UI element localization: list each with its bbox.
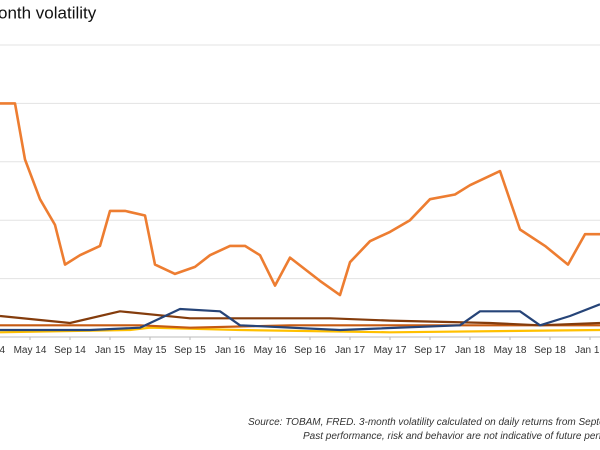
x-tick-label: May 15 bbox=[134, 345, 167, 356]
x-tick-label: Sep 14 bbox=[54, 345, 86, 356]
source: Past performance, risk and behavior are … bbox=[303, 431, 600, 442]
series-line bbox=[0, 102, 600, 297]
x-tick-label: Jan 14 bbox=[0, 345, 5, 356]
x-tick-label: Jan 16 bbox=[215, 345, 245, 356]
x-tick-label: May 17 bbox=[374, 345, 407, 356]
x-tick-label: Sep 18 bbox=[534, 345, 566, 356]
series-line bbox=[0, 326, 600, 334]
x-tick-label: May 18 bbox=[494, 345, 527, 356]
x-axis: Jan 14 May 14 Sep 14 Jan 15 May 15 Sep 15 Jan … bbox=[0, 337, 600, 356]
chart-title: onth volatility bbox=[0, 3, 97, 22]
x-tick-label: Sep 17 bbox=[414, 345, 446, 356]
grid bbox=[0, 44, 600, 338]
source: Source: TOBAM, FRED. 3-month volatility … bbox=[248, 417, 600, 428]
series-line bbox=[0, 303, 600, 332]
x-tick-label: Jan 18 bbox=[455, 345, 485, 356]
x-tick-label: May 14 bbox=[14, 345, 47, 356]
x-tick-label: Jan 19 bbox=[575, 345, 600, 356]
x-tick-label: Sep 15 bbox=[174, 345, 206, 356]
series-line bbox=[0, 310, 600, 327]
series-line bbox=[0, 324, 600, 329]
x-tick-label: Sep 16 bbox=[294, 345, 326, 356]
x-tick-label: May 16 bbox=[254, 345, 287, 356]
x-tick-label: Jan 15 bbox=[95, 345, 125, 356]
plot bbox=[0, 102, 600, 334]
x-tick-label: Jan 17 bbox=[335, 345, 365, 356]
